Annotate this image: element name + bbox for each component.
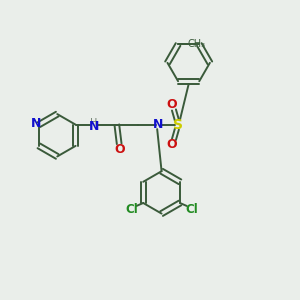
Text: H: H (91, 118, 98, 128)
Text: N: N (153, 118, 163, 130)
Text: Cl: Cl (185, 203, 198, 216)
Text: N: N (31, 117, 42, 130)
Text: O: O (166, 138, 177, 151)
Text: O: O (166, 98, 177, 111)
Text: Cl: Cl (125, 203, 138, 216)
Text: S: S (173, 118, 183, 132)
Text: N: N (89, 120, 99, 133)
Text: O: O (114, 142, 124, 156)
Text: CH₃: CH₃ (188, 40, 206, 50)
